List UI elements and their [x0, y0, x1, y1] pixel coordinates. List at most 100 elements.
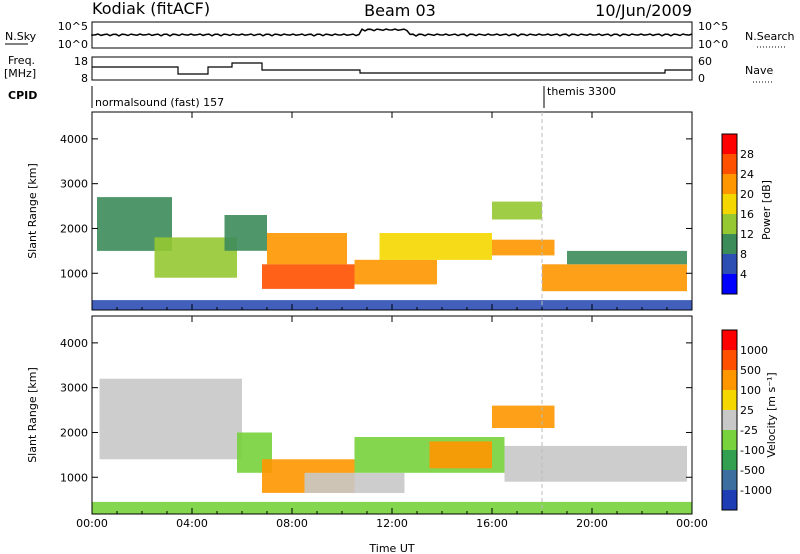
- velocity-xtick-label-3: 12:00: [376, 517, 408, 530]
- beam-title: Beam 03: [364, 1, 436, 20]
- velocity-ylabel: Slant Range [km]: [26, 367, 39, 463]
- power-ytick-label-0: 1000: [60, 267, 88, 280]
- power-colorbar-seg-4: [722, 194, 737, 214]
- nsky-tick-bottom: 10^0: [58, 38, 88, 51]
- velocity-region-6: [492, 405, 555, 428]
- velocity-region-0: [99, 378, 242, 460]
- velocity-ytick-label-2: 3000: [60, 382, 88, 395]
- power-region-7: [492, 239, 555, 256]
- velocity-panel: 1000 2000 3000 4000 00:00 04:00 08:00 12:00 16:…: [26, 315, 778, 530]
- velocity-colorbar-seg-2: [722, 450, 737, 470]
- velocity-xtick-label-2: 08:00: [276, 517, 308, 530]
- power-region-1: [154, 237, 237, 278]
- velocity-colorbar-seg-4: [722, 410, 737, 430]
- velocity-colorbar: 1000 500 100 25 -25 -100 -500 -1000: [721, 329, 772, 511]
- power-region-2: [224, 215, 267, 251]
- nave-tick-top: 60: [698, 55, 712, 68]
- power-region-6: [379, 233, 492, 260]
- power-ylabel: Slant Range [km]: [26, 163, 39, 259]
- power-panel: 1000 2000 3000 4000 Slant Range [km] 4 8 12 16…: [26, 111, 773, 311]
- velocity-colorbar-tick-7: -1000: [740, 484, 772, 497]
- power-region-3: [262, 264, 355, 289]
- nsky-label: N.Sky: [5, 30, 37, 43]
- nsky-trace: [91, 28, 693, 37]
- cpid-panel: CPID normalsound (fast) 157 themis 3300: [8, 85, 616, 109]
- power-ytick-label-3: 4000: [60, 133, 88, 146]
- velocity-xtick-label-5: 20:00: [576, 517, 608, 530]
- power-colorbar-frame: [721, 133, 738, 295]
- power-region-4: [267, 233, 347, 265]
- velocity-colorbar-seg-5: [722, 390, 737, 410]
- freq-line: [92, 62, 692, 75]
- velocity-x-ticks: 00:00 04:00 08:00 12:00 16:00 20:00 00:00: [76, 316, 708, 530]
- freq-tick-top: 18: [74, 55, 88, 68]
- velocity-colorbar-tick-5: -100: [740, 444, 765, 457]
- power-cells: [92, 197, 692, 310]
- freq-tick-bottom: 8: [81, 72, 88, 85]
- power-colorbar-tick-1: 8: [740, 248, 747, 261]
- velocity-region-8: [92, 501, 692, 514]
- velocity-y-ticks: 1000 2000 3000 4000: [60, 337, 692, 484]
- power-y-ticks: 1000 2000 3000 4000: [60, 133, 692, 280]
- velocity-xtick-label-0: 00:00: [76, 517, 108, 530]
- nsearch-label: N.Search: [745, 30, 795, 43]
- power-region-5: [354, 259, 437, 285]
- power-colorbar-tick-6: 28: [740, 148, 754, 161]
- power-colorbar-tick-4: 20: [740, 188, 754, 201]
- velocity-region-5: [429, 441, 492, 469]
- power-x-ticks: [91, 112, 693, 310]
- xlabel: Time UT: [368, 542, 414, 554]
- velocity-region-7: [504, 445, 687, 482]
- nave-tick-bottom: 0: [698, 72, 705, 85]
- nsky-panel: N.Sky 10^5 10^0 10^5 10^0 N.Search: [5, 20, 795, 51]
- power-colorbar-seg-6: [722, 154, 737, 174]
- velocity-colorbar-seg-3: [722, 430, 737, 450]
- date-title: 10/Jun/2009: [595, 1, 692, 20]
- velocity-colorbar-seg-1: [722, 470, 737, 490]
- power-region-8: [492, 201, 542, 220]
- velocity-colorbar-tick-0: 1000: [740, 344, 768, 357]
- velocity-colorbar-frame: [721, 329, 738, 511]
- velocity-colorbar-tick-6: -500: [740, 464, 765, 477]
- nave-label: Nave: [745, 64, 773, 77]
- freq-unit-label: [MHz]: [4, 67, 36, 80]
- nsky-line: [91, 28, 693, 37]
- cpid-entry-1: normalsound (fast) 157: [95, 96, 224, 109]
- velocity-xtick-label-6: 00:00: [676, 517, 708, 530]
- freq-trace: [92, 62, 692, 75]
- velocity-cells: [92, 378, 692, 514]
- power-colorbar-tick-2: 12: [740, 228, 754, 241]
- nsky-tick-top: 10^5: [58, 20, 88, 33]
- velocity-colorbar-tick-2: 100: [740, 384, 761, 397]
- velocity-colorbar-tick-1: 500: [740, 364, 761, 377]
- velocity-colorbar-tick-4: -25: [740, 424, 758, 437]
- power-colorbar-seg-3: [722, 214, 737, 234]
- cpid-label: CPID: [8, 89, 37, 102]
- power-region-10: [567, 250, 687, 265]
- nsearch-tick-bottom: 10^0: [698, 38, 728, 51]
- freq-label: Freq.: [8, 54, 35, 67]
- power-colorbar-label: Power [dB]: [760, 180, 773, 240]
- velocity-region-3: [304, 472, 405, 493]
- power-colorbar-seg-0: [722, 274, 737, 294]
- power-colorbar-tick-5: 24: [740, 168, 754, 181]
- velocity-ytick-label-1: 2000: [60, 426, 88, 439]
- velocity-colorbar-seg-8: [722, 330, 737, 350]
- power-ytick-label-2: 3000: [60, 178, 88, 191]
- velocity-ytick-label-0: 1000: [60, 471, 88, 484]
- power-colorbar-seg-1: [722, 254, 737, 274]
- velocity-colorbar-tick-3: 25: [740, 404, 754, 417]
- power-colorbar-tick-3: 16: [740, 208, 754, 221]
- velocity-xtick-label-4: 16:00: [476, 517, 508, 530]
- velocity-colorbar-seg-7: [722, 350, 737, 370]
- power-colorbar-seg-7: [722, 134, 737, 154]
- power-colorbar-tick-0: 4: [740, 268, 747, 281]
- station-title: Kodiak (fitACF): [92, 0, 210, 18]
- power-region-9: [542, 264, 687, 292]
- velocity-colorbar-seg-6: [722, 370, 737, 390]
- freq-panel: Freq. [MHz] 18 8 60 0 Nave: [4, 54, 773, 85]
- velocity-ytick-label-3: 4000: [60, 337, 88, 350]
- cpid-entry-2: themis 3300: [547, 85, 616, 98]
- velocity-colorbar-label: Velocity [m s⁻¹]: [765, 372, 778, 457]
